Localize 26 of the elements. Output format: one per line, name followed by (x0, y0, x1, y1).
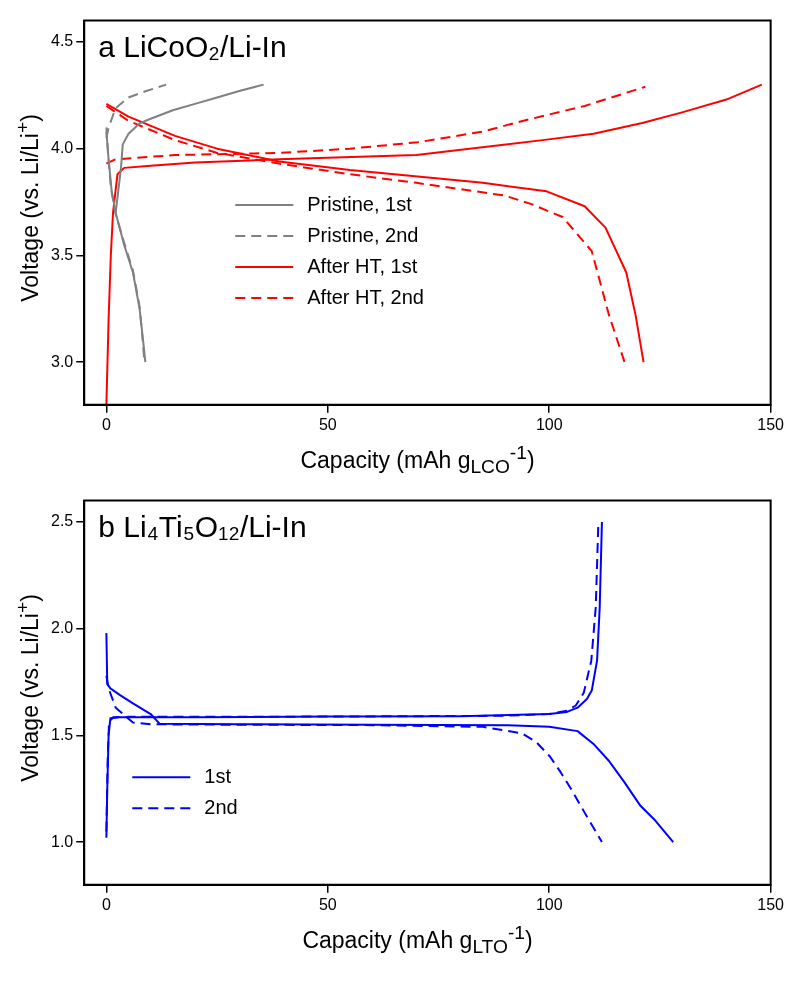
legend-label: After HT, 2nd (307, 285, 424, 308)
y-tick-label: 3.5 (50, 245, 74, 263)
x-tick-label: 50 (318, 895, 337, 913)
x-tick-label: 100 (535, 895, 563, 913)
x-tick-label: 150 (757, 415, 785, 433)
y-tick-label: 4.5 (50, 32, 74, 50)
chart-title: a LiCoO₂/Li-In (98, 29, 287, 63)
legend-label: After HT, 1st (307, 254, 418, 277)
y-tick-label: 4.0 (50, 139, 74, 157)
x-tick-label: 50 (318, 415, 337, 433)
x-tick-label: 100 (535, 415, 563, 433)
y-tick-label: 1.5 (50, 725, 74, 743)
y-tick-label: 2.0 (50, 619, 74, 637)
x-axis-title: Capacity (mAh g$_{LCO}$$^{-1}$) (299, 442, 536, 479)
x-tick-label: 150 (757, 895, 785, 913)
y-tick-label: 1.0 (50, 832, 74, 850)
x-axis-title: Capacity (mAh g$_{LTO}$$^{-1}$) (301, 922, 534, 959)
legend-label: 2nd (204, 795, 238, 818)
legend-label: 1st (204, 764, 232, 787)
chart-title: b Li₄Ti₅O₁₂/Li-In (98, 509, 307, 543)
legend-label: Pristine, 2nd (307, 223, 419, 246)
y-tick-label: 3.0 (50, 352, 74, 370)
x-tick-label: 0 (101, 895, 111, 913)
y-tick-label: 2.5 (50, 512, 74, 530)
legend-label: Pristine, 1st (307, 192, 413, 215)
x-tick-label: 0 (101, 415, 111, 433)
